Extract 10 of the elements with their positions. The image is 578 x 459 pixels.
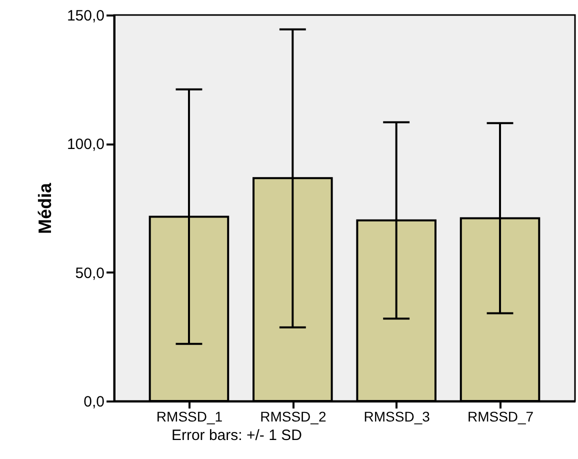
x-tick-label: RMSSD_2 [260, 408, 326, 424]
x-tick-label: RMSSD_3 [364, 408, 430, 424]
text: Error bars: +/- 1 SD [171, 427, 302, 444]
y-tick-label: 100,0 [66, 136, 104, 154]
y-tick-label: 150,0 [66, 8, 104, 24]
y-axis-title: Média [34, 182, 55, 234]
y-tick-label: 0,0 [84, 394, 104, 410]
x-tick-label: RMSSD_7 [467, 408, 534, 424]
x-tick-label: RMSSD_1 [156, 408, 223, 424]
y-tick-label: 50,0 [75, 264, 104, 282]
